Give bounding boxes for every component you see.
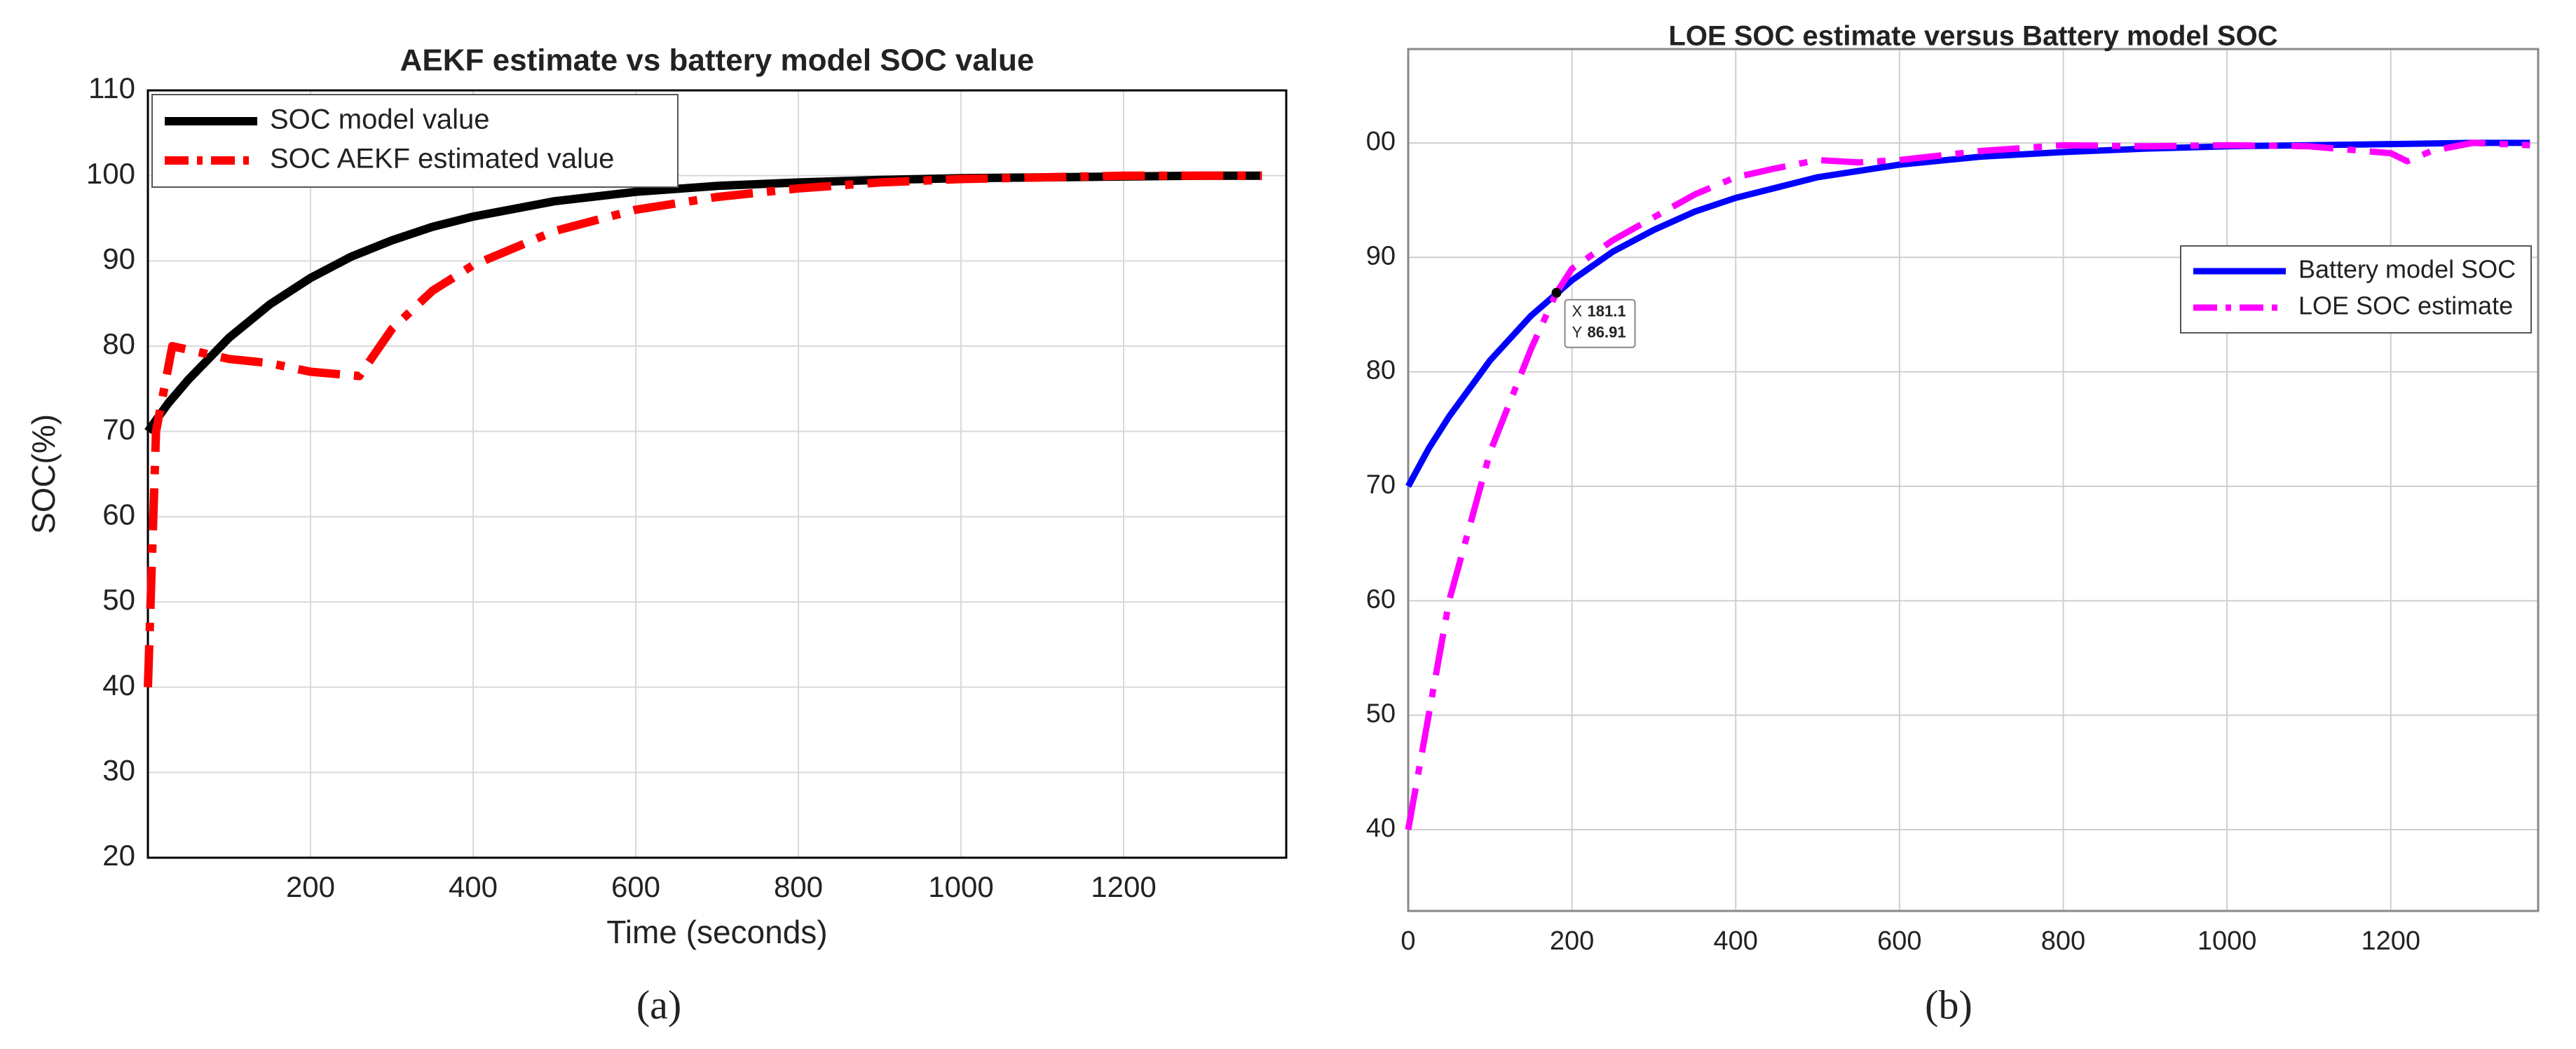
x-tick-label: 800 — [774, 870, 823, 903]
legend-box — [151, 94, 679, 188]
series-line — [1405, 139, 2530, 830]
x-tick-label: 1200 — [1091, 870, 1156, 903]
plot-area — [1408, 49, 2538, 911]
x-tick-label: 400 — [449, 870, 498, 903]
y-tick-label: 50 — [102, 583, 135, 616]
y-tick-label: 90 — [102, 242, 135, 275]
y-tick-label: 70 — [1366, 470, 1396, 500]
x-tick-label: 600 — [1877, 926, 1921, 956]
y-axis-label: SOC(%) — [25, 414, 62, 534]
x-axis-label: Time (seconds) — [606, 914, 827, 950]
y-tick-label: 110 — [88, 71, 135, 104]
x-tick-label: 200 — [286, 870, 335, 903]
y-tick-label: 40 — [102, 669, 135, 701]
x-tick-label: 600 — [611, 870, 660, 903]
datatip-y-label: Y — [1572, 324, 1583, 341]
x-tick-label: 1200 — [2361, 926, 2420, 956]
series-line — [144, 171, 1262, 687]
x-tick-label: 200 — [1550, 926, 1594, 956]
legend-label: LOE SOC estimate — [2298, 291, 2513, 320]
datatip-x-label: X — [1572, 303, 1583, 320]
chart-title: LOE SOC estimate versus Battery model SO… — [1668, 21, 2277, 52]
x-tick-label: 800 — [2041, 926, 2085, 956]
datatip-marker — [1551, 287, 1562, 298]
y-tick-label: 80 — [102, 327, 135, 360]
y-tick-label: 90 — [1366, 241, 1396, 270]
x-tick-label: 1000 — [2197, 926, 2257, 956]
y-tick-label: 60 — [1366, 584, 1396, 614]
caption: (a) — [636, 982, 681, 1027]
legend-box — [2180, 245, 2532, 334]
plot-area — [148, 90, 1286, 858]
y-tick-label: 40 — [1366, 814, 1396, 843]
legend-label: SOC AEKF estimated value — [270, 144, 614, 174]
y-tick-label: 00 — [1366, 127, 1396, 156]
datatip-x-value: 181.1 — [1588, 303, 1626, 320]
y-tick-label: 60 — [102, 498, 135, 530]
y-tick-label: 100 — [86, 157, 135, 190]
y-tick-label: 20 — [102, 839, 135, 872]
datatip-box — [1564, 299, 1636, 348]
caption: (b) — [1925, 982, 1972, 1027]
y-tick-label: 50 — [1366, 699, 1396, 729]
y-tick-label: 30 — [102, 753, 135, 786]
legend-label: SOC model value — [270, 104, 489, 135]
x-tick-label: 400 — [1714, 926, 1758, 956]
y-tick-label: 80 — [1366, 356, 1396, 385]
y-tick-label: 70 — [102, 413, 135, 446]
x-tick-label: 0 — [1401, 926, 1415, 956]
datatip-y-value: 86.91 — [1588, 324, 1626, 341]
chart-title: AEKF estimate vs battery model SOC value — [400, 43, 1035, 78]
plot-frame — [146, 89, 1288, 859]
legend-label: Battery model SOC — [2298, 254, 2516, 283]
x-tick-label: 1000 — [928, 870, 993, 903]
